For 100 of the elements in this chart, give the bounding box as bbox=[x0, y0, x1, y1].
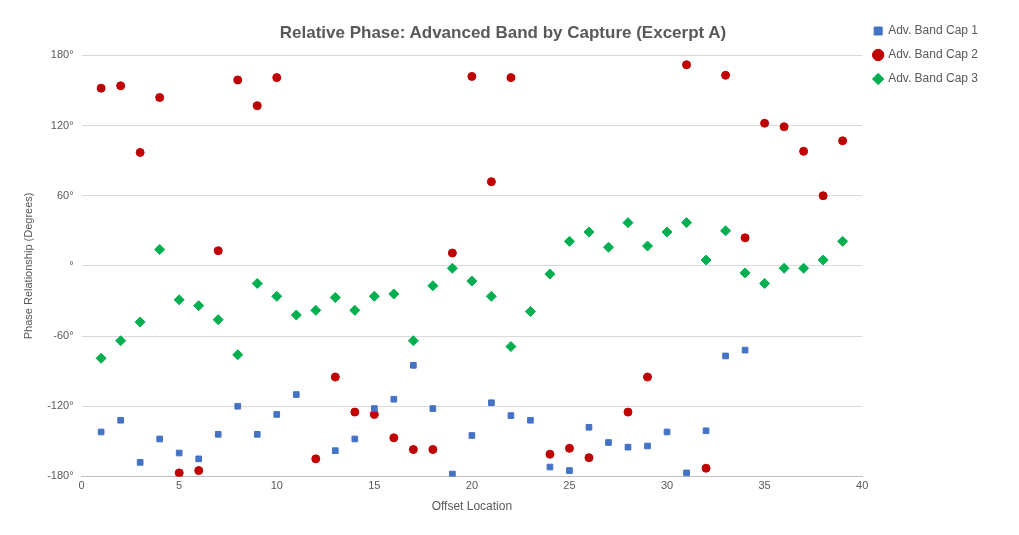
y-tick-label: 180° bbox=[50, 48, 74, 61]
point bbox=[642, 240, 654, 252]
point bbox=[96, 83, 106, 93]
point bbox=[701, 463, 711, 473]
y-tick-label: 60° bbox=[56, 188, 74, 201]
x-tick-label: 20 bbox=[465, 479, 479, 492]
point bbox=[739, 267, 751, 279]
point bbox=[624, 443, 632, 451]
point bbox=[428, 445, 438, 454]
point bbox=[467, 71, 477, 81]
y-tick-label: ° bbox=[69, 258, 74, 271]
point bbox=[427, 280, 439, 292]
point bbox=[545, 449, 555, 459]
point bbox=[234, 402, 242, 410]
point bbox=[663, 428, 671, 436]
point bbox=[837, 235, 849, 247]
point bbox=[661, 226, 673, 238]
chart-title: Relative Phase: Advanced Band by Capture (Excerpt A) bbox=[279, 22, 727, 42]
legend-label: Adv. Band Cap 1 bbox=[888, 23, 979, 38]
point bbox=[410, 361, 417, 369]
point bbox=[546, 463, 554, 471]
point bbox=[233, 75, 243, 85]
point bbox=[193, 300, 205, 312]
point bbox=[135, 147, 145, 157]
point bbox=[740, 233, 750, 243]
point bbox=[779, 122, 789, 132]
point bbox=[702, 427, 710, 435]
point bbox=[97, 428, 105, 436]
x-tick-label: 25 bbox=[563, 479, 576, 492]
x-tick-label: 30 bbox=[660, 479, 674, 492]
point bbox=[759, 277, 771, 289]
point bbox=[174, 468, 184, 477]
point bbox=[351, 435, 359, 443]
x-tick-label: 35 bbox=[758, 479, 771, 492]
point bbox=[683, 469, 690, 477]
point bbox=[115, 335, 127, 347]
legend-label: Adv. Band Cap 2 bbox=[888, 47, 979, 62]
point bbox=[213, 246, 223, 256]
point bbox=[505, 341, 517, 353]
point bbox=[486, 177, 496, 187]
point bbox=[722, 352, 729, 360]
point bbox=[485, 290, 497, 302]
point bbox=[623, 407, 633, 417]
point bbox=[389, 433, 399, 443]
x-tick-label: 15 bbox=[368, 479, 381, 492]
point bbox=[253, 430, 261, 438]
x-tick-label: 0 bbox=[78, 479, 85, 492]
point bbox=[194, 466, 204, 476]
point bbox=[292, 391, 300, 398]
point bbox=[468, 432, 476, 439]
point bbox=[330, 372, 340, 382]
point bbox=[290, 309, 302, 321]
point bbox=[349, 304, 361, 316]
point bbox=[527, 416, 534, 424]
point bbox=[644, 442, 651, 450]
point bbox=[214, 430, 222, 438]
point bbox=[643, 372, 653, 382]
point bbox=[583, 226, 595, 238]
point bbox=[272, 73, 282, 83]
legend-label: Adv. Band Cap 3 bbox=[888, 71, 979, 86]
point bbox=[116, 81, 126, 91]
point bbox=[447, 248, 457, 258]
point bbox=[524, 306, 536, 318]
point bbox=[449, 470, 456, 477]
point bbox=[818, 191, 828, 201]
point bbox=[390, 395, 398, 403]
point bbox=[329, 291, 341, 303]
point bbox=[310, 304, 322, 316]
point bbox=[134, 316, 146, 328]
point bbox=[252, 101, 262, 111]
point bbox=[429, 405, 437, 412]
point bbox=[563, 235, 575, 247]
point bbox=[700, 254, 712, 266]
point bbox=[156, 435, 163, 443]
point bbox=[251, 277, 263, 289]
point bbox=[681, 217, 693, 229]
point bbox=[506, 73, 516, 83]
point bbox=[817, 254, 829, 266]
point bbox=[154, 244, 166, 256]
point bbox=[622, 217, 634, 229]
point bbox=[605, 439, 612, 446]
x-tick-label: 5 bbox=[176, 479, 183, 492]
point bbox=[212, 314, 224, 326]
point bbox=[602, 241, 614, 253]
x-tick-label: 40 bbox=[856, 479, 869, 492]
point bbox=[388, 288, 400, 300]
point bbox=[95, 352, 107, 364]
point bbox=[232, 349, 244, 361]
point bbox=[466, 275, 478, 287]
point bbox=[407, 335, 419, 347]
point bbox=[408, 445, 418, 454]
point bbox=[136, 459, 144, 466]
point bbox=[507, 412, 515, 419]
point bbox=[799, 146, 809, 156]
point bbox=[273, 411, 281, 418]
x-axis-title: Offset Location bbox=[431, 499, 513, 514]
point bbox=[544, 268, 556, 280]
point bbox=[778, 262, 790, 274]
point bbox=[798, 262, 810, 274]
point bbox=[175, 449, 183, 457]
